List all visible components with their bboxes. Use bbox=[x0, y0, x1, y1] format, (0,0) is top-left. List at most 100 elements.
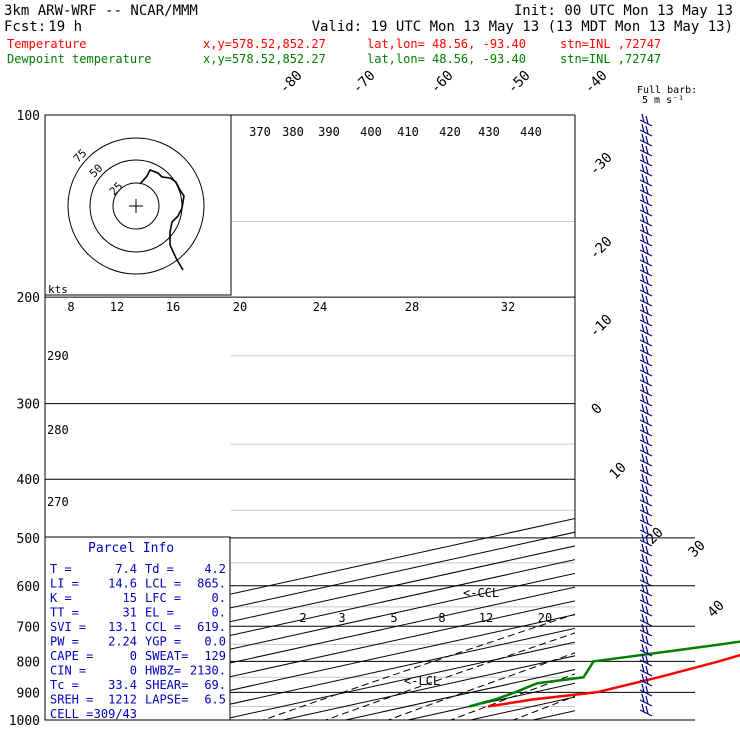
pressure-tick-600: 600 bbox=[17, 580, 40, 595]
wind-barb-feather bbox=[641, 253, 645, 263]
wind-barb-feather bbox=[641, 413, 645, 423]
wind-barb-feather bbox=[645, 115, 649, 125]
wind-barb-feather bbox=[645, 425, 649, 435]
wind-barb-feather bbox=[645, 615, 649, 625]
parcel-key: LFC = bbox=[145, 591, 181, 605]
wind-barb-feather bbox=[645, 155, 649, 165]
wind-barb-feather bbox=[645, 365, 649, 375]
wind-barb bbox=[639, 179, 653, 187]
wind-barb-feather bbox=[645, 525, 649, 535]
wind-barb-feather bbox=[641, 303, 645, 313]
wind-barb bbox=[639, 529, 653, 537]
theta-e-label: 420 bbox=[439, 125, 461, 139]
dewpoint-latlon: lat,lon= 48.56, -93.40 bbox=[367, 52, 526, 66]
wind-barb-feather bbox=[641, 383, 645, 393]
isotherm bbox=[220, 641, 575, 720]
wind-barb bbox=[639, 609, 653, 617]
parcel-value: 0 bbox=[130, 649, 137, 663]
wind-barb-feather bbox=[645, 625, 649, 635]
wind-barb-feather bbox=[641, 473, 645, 483]
wind-barb-feather bbox=[645, 645, 649, 655]
isotherm-label: -20 bbox=[587, 234, 616, 263]
wind-barb-feather bbox=[641, 563, 645, 573]
hodograph-ring-label-50: 50 bbox=[87, 162, 106, 181]
wind-barb bbox=[639, 279, 653, 287]
isotherm bbox=[532, 710, 575, 720]
wind-barb-feather bbox=[645, 555, 649, 565]
theta-e-label: 440 bbox=[520, 125, 542, 139]
wind-barb-feather bbox=[645, 595, 649, 605]
wind-barb bbox=[639, 559, 653, 567]
theta-e-label: 410 bbox=[397, 125, 419, 139]
wind-barb bbox=[639, 349, 653, 357]
wind-barb-feather bbox=[645, 355, 649, 365]
wind-barb bbox=[639, 669, 653, 677]
wind-barb bbox=[639, 429, 653, 437]
parcel-value: 31 bbox=[123, 606, 137, 620]
wind-barb-feather bbox=[645, 335, 649, 345]
wind-barb-feather bbox=[645, 405, 649, 415]
wind-barb-feather bbox=[645, 345, 649, 355]
isotherm bbox=[45, 600, 575, 718]
forecast-hours: 19 h bbox=[48, 19, 82, 35]
wind-barb bbox=[639, 509, 653, 517]
wind-barb bbox=[639, 149, 653, 157]
wind-barb bbox=[639, 699, 653, 707]
wind-barb-feather bbox=[641, 523, 645, 533]
wind-barb bbox=[639, 319, 653, 327]
wind-barb-feather bbox=[641, 143, 645, 153]
wind-barb-feather bbox=[645, 215, 649, 225]
pressure-tick-300: 300 bbox=[17, 398, 40, 413]
parcel-value: 309/43 bbox=[94, 707, 137, 721]
wind-barb-feather bbox=[645, 395, 649, 405]
dewpoint-xy: x,y=578.52,852.27 bbox=[203, 52, 326, 66]
wind-barb-feather bbox=[645, 485, 649, 495]
wind-barb-feather bbox=[645, 125, 649, 135]
wind-barb-feather bbox=[641, 643, 645, 653]
isotherm bbox=[345, 669, 575, 720]
upper-temp-label: 20 bbox=[233, 300, 247, 314]
mixing-ratio-label: 12 bbox=[479, 611, 493, 625]
wind-barb-feather bbox=[645, 435, 649, 445]
parcel-key: CAPE = bbox=[50, 649, 93, 663]
pressure-tick-1000: 1000 bbox=[9, 714, 40, 729]
temperature-xy: x,y=578.52,852.27 bbox=[203, 37, 326, 51]
parcel-key: YGP = bbox=[145, 635, 181, 649]
dry-adiabat bbox=[734, 115, 740, 733]
parcel-value: 619. bbox=[197, 620, 226, 634]
parcel-value: 6.5 bbox=[204, 693, 226, 707]
wind-barb-feather bbox=[641, 433, 645, 443]
parcel-value: 865. bbox=[197, 577, 226, 591]
wind-barb-feather bbox=[645, 245, 649, 255]
wind-barb bbox=[639, 359, 653, 367]
parcel-key: HWBZ= bbox=[145, 664, 181, 678]
wind-barb bbox=[639, 539, 653, 547]
parcel-value: 15 bbox=[123, 591, 137, 605]
wind-barb-feather bbox=[641, 483, 645, 493]
wind-barb-feather bbox=[641, 223, 645, 233]
wind-barb-feather bbox=[645, 385, 649, 395]
hodograph-units-label: kts bbox=[48, 283, 68, 296]
wind-barb-feather bbox=[645, 285, 649, 295]
hodograph-trace bbox=[139, 168, 185, 271]
parcel-key: TT = bbox=[50, 606, 79, 620]
wind-barb bbox=[639, 659, 653, 667]
isotherm-label: -10 bbox=[587, 312, 616, 341]
wind-barb-feather bbox=[641, 653, 645, 663]
wind-barb-feather bbox=[645, 455, 649, 465]
wind-barb bbox=[639, 159, 653, 167]
wind-barb bbox=[639, 679, 653, 687]
wind-barb-feather bbox=[641, 403, 645, 413]
isotherm-label: -40 bbox=[582, 68, 611, 97]
wind-barb-feather bbox=[645, 575, 649, 585]
wind-barb-feather bbox=[641, 173, 645, 183]
wind-barb-feather bbox=[645, 165, 649, 175]
parcel-key: EL = bbox=[145, 606, 174, 620]
isotherm-label: 0 bbox=[589, 401, 606, 418]
isotherm-label: -80 bbox=[277, 68, 306, 97]
wind-barb-feather bbox=[641, 273, 645, 283]
wind-barb-feather bbox=[641, 353, 645, 363]
isotherm bbox=[407, 682, 575, 720]
parcel-value: 33.4 bbox=[108, 678, 137, 692]
parcel-key: SREH = bbox=[50, 693, 93, 707]
